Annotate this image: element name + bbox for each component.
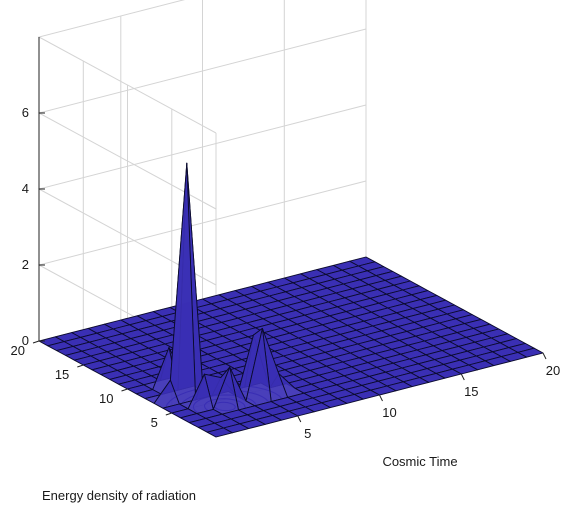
x-tick-mark bbox=[379, 394, 383, 402]
z-axis-label: Energy density of radiation bbox=[42, 488, 196, 503]
x-tick-label: 20 bbox=[546, 363, 560, 378]
x-tick-label: 15 bbox=[464, 384, 478, 399]
y-tick-mark bbox=[121, 388, 128, 392]
x-tick-mark bbox=[542, 352, 547, 360]
y-tick-label: 20 bbox=[11, 343, 25, 358]
x-axis-label: Cosmic Time bbox=[382, 454, 457, 469]
y-ticks: 5 10 15 20 bbox=[11, 340, 172, 430]
y-tick-label: 15 bbox=[55, 367, 69, 382]
x-tick-label: 5 bbox=[304, 426, 311, 441]
y-tick-mark bbox=[165, 412, 172, 416]
y-tick-mark bbox=[32, 340, 40, 344]
x-tick-label: 10 bbox=[382, 405, 396, 420]
y-tick-label: 5 bbox=[151, 415, 158, 430]
z-tick-label: 4 bbox=[22, 181, 29, 196]
x-tick-mark bbox=[460, 373, 465, 381]
surface-mesh bbox=[38, 162, 544, 438]
surface-cell bbox=[206, 427, 233, 438]
x-tick-mark bbox=[297, 415, 302, 423]
y-tick-mark bbox=[77, 364, 84, 368]
z-tick-label: 0 bbox=[22, 333, 29, 348]
y-tick-label: 10 bbox=[99, 391, 113, 406]
z-tick-label: 2 bbox=[22, 257, 29, 272]
z-tick-label: 6 bbox=[22, 105, 29, 120]
z-ticks: 0 2 4 6 bbox=[22, 105, 45, 348]
x-ticks: 5 10 15 20 bbox=[297, 352, 560, 441]
axes: 0 2 4 6 5 10 15 20 5 10 15 20 bbox=[11, 37, 560, 441]
